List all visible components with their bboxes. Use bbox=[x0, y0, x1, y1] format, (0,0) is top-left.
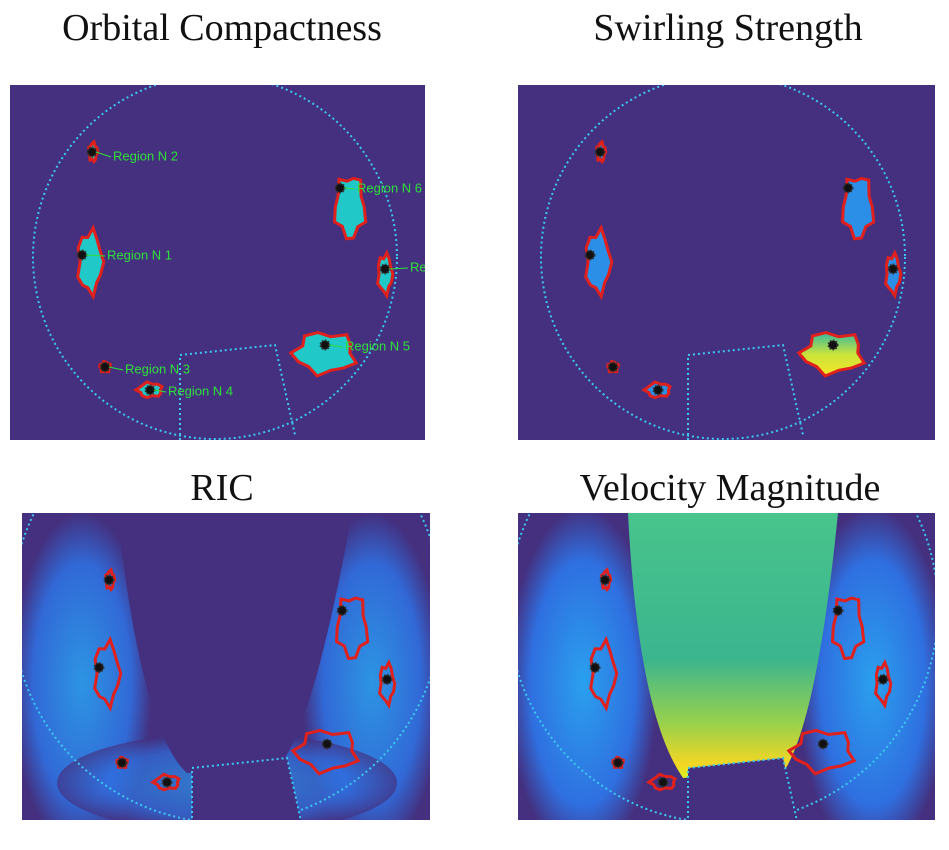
region-label: Region N 1 bbox=[107, 247, 172, 262]
region-outline bbox=[786, 728, 857, 776]
region-outline bbox=[584, 224, 614, 301]
centroid-marker bbox=[336, 605, 348, 617]
region-label: Region N 6 bbox=[357, 180, 422, 195]
outlet bbox=[191, 756, 302, 820]
label-leader bbox=[95, 151, 112, 158]
centroid-marker bbox=[817, 738, 829, 750]
jet bbox=[628, 513, 838, 778]
centroid-marker bbox=[334, 182, 346, 194]
region-outline bbox=[378, 658, 397, 710]
inner-void bbox=[117, 513, 352, 773]
panel: Region N 1 Region N 2 Region N 3 Region N 4… bbox=[10, 85, 475, 440]
outlet bbox=[687, 756, 798, 820]
panel-title: Velocity Magnitude bbox=[580, 467, 881, 509]
panel-title: RIC bbox=[190, 467, 253, 509]
panel-title: Orbital Compactness bbox=[62, 7, 382, 49]
centroid-marker bbox=[589, 662, 601, 673]
label-leader bbox=[108, 366, 124, 371]
centroid-marker bbox=[144, 384, 156, 396]
region-outline bbox=[149, 772, 181, 792]
region-outline bbox=[290, 728, 361, 776]
label-leader bbox=[328, 344, 344, 348]
region-outline bbox=[645, 772, 677, 792]
label-leader bbox=[153, 389, 167, 393]
centroid-marker bbox=[594, 146, 606, 158]
region-outline bbox=[796, 331, 867, 378]
centroid-marker bbox=[832, 605, 844, 617]
centroid-marker bbox=[584, 249, 596, 261]
centroid-marker bbox=[86, 146, 98, 158]
region-outline bbox=[332, 176, 368, 241]
centroid-marker bbox=[842, 182, 854, 194]
panels: Region N 1 Region N 2 Region N 3 Region N 4… bbox=[10, 85, 935, 820]
centroid-marker bbox=[319, 339, 331, 351]
centroid-marker bbox=[887, 263, 899, 275]
outlet bbox=[687, 343, 804, 440]
panel bbox=[518, 85, 935, 440]
panel-title: Swirling Strength bbox=[593, 7, 862, 49]
region-outline bbox=[93, 635, 123, 712]
region-label: Region N 2 bbox=[113, 148, 178, 163]
centroid-marker bbox=[93, 662, 105, 673]
domain-outline bbox=[540, 85, 906, 440]
centroid-marker bbox=[652, 384, 664, 396]
centroid-marker bbox=[599, 574, 611, 586]
centroid-marker bbox=[827, 339, 839, 351]
centroid-marker bbox=[99, 361, 111, 373]
centroid-marker bbox=[116, 757, 128, 769]
region-outline bbox=[288, 331, 359, 378]
region-label: Region N 7 bbox=[410, 259, 475, 274]
region-label: Region N 5 bbox=[345, 338, 410, 353]
region-outline bbox=[830, 596, 866, 661]
centroid-marker bbox=[607, 361, 619, 373]
centroid-marker bbox=[379, 263, 391, 275]
field-left bbox=[22, 513, 152, 820]
centroid-marker bbox=[321, 738, 333, 750]
region-label: Region N 4 bbox=[168, 383, 233, 398]
centroid-marker bbox=[76, 249, 88, 261]
region-outline bbox=[334, 596, 370, 661]
centroid-marker bbox=[161, 776, 173, 788]
centroid-marker bbox=[877, 673, 889, 685]
region-outline bbox=[840, 176, 876, 241]
field-right bbox=[798, 513, 935, 820]
outlet bbox=[179, 343, 296, 440]
field-left bbox=[518, 513, 658, 820]
label-leader bbox=[343, 187, 356, 190]
centroid-marker bbox=[103, 574, 115, 586]
region-label: Region N 3 bbox=[125, 361, 190, 376]
region-outline bbox=[76, 224, 106, 301]
label-leader bbox=[85, 254, 106, 257]
panel bbox=[518, 513, 935, 820]
centroid-marker bbox=[381, 673, 393, 685]
panel-background bbox=[518, 85, 935, 440]
centroid-marker bbox=[612, 757, 624, 769]
region-outline bbox=[589, 635, 619, 712]
region-outline bbox=[874, 658, 893, 710]
centroid-marker bbox=[657, 776, 669, 788]
label-leader bbox=[388, 267, 409, 270]
domain-outline bbox=[32, 85, 398, 440]
panel bbox=[22, 513, 430, 820]
